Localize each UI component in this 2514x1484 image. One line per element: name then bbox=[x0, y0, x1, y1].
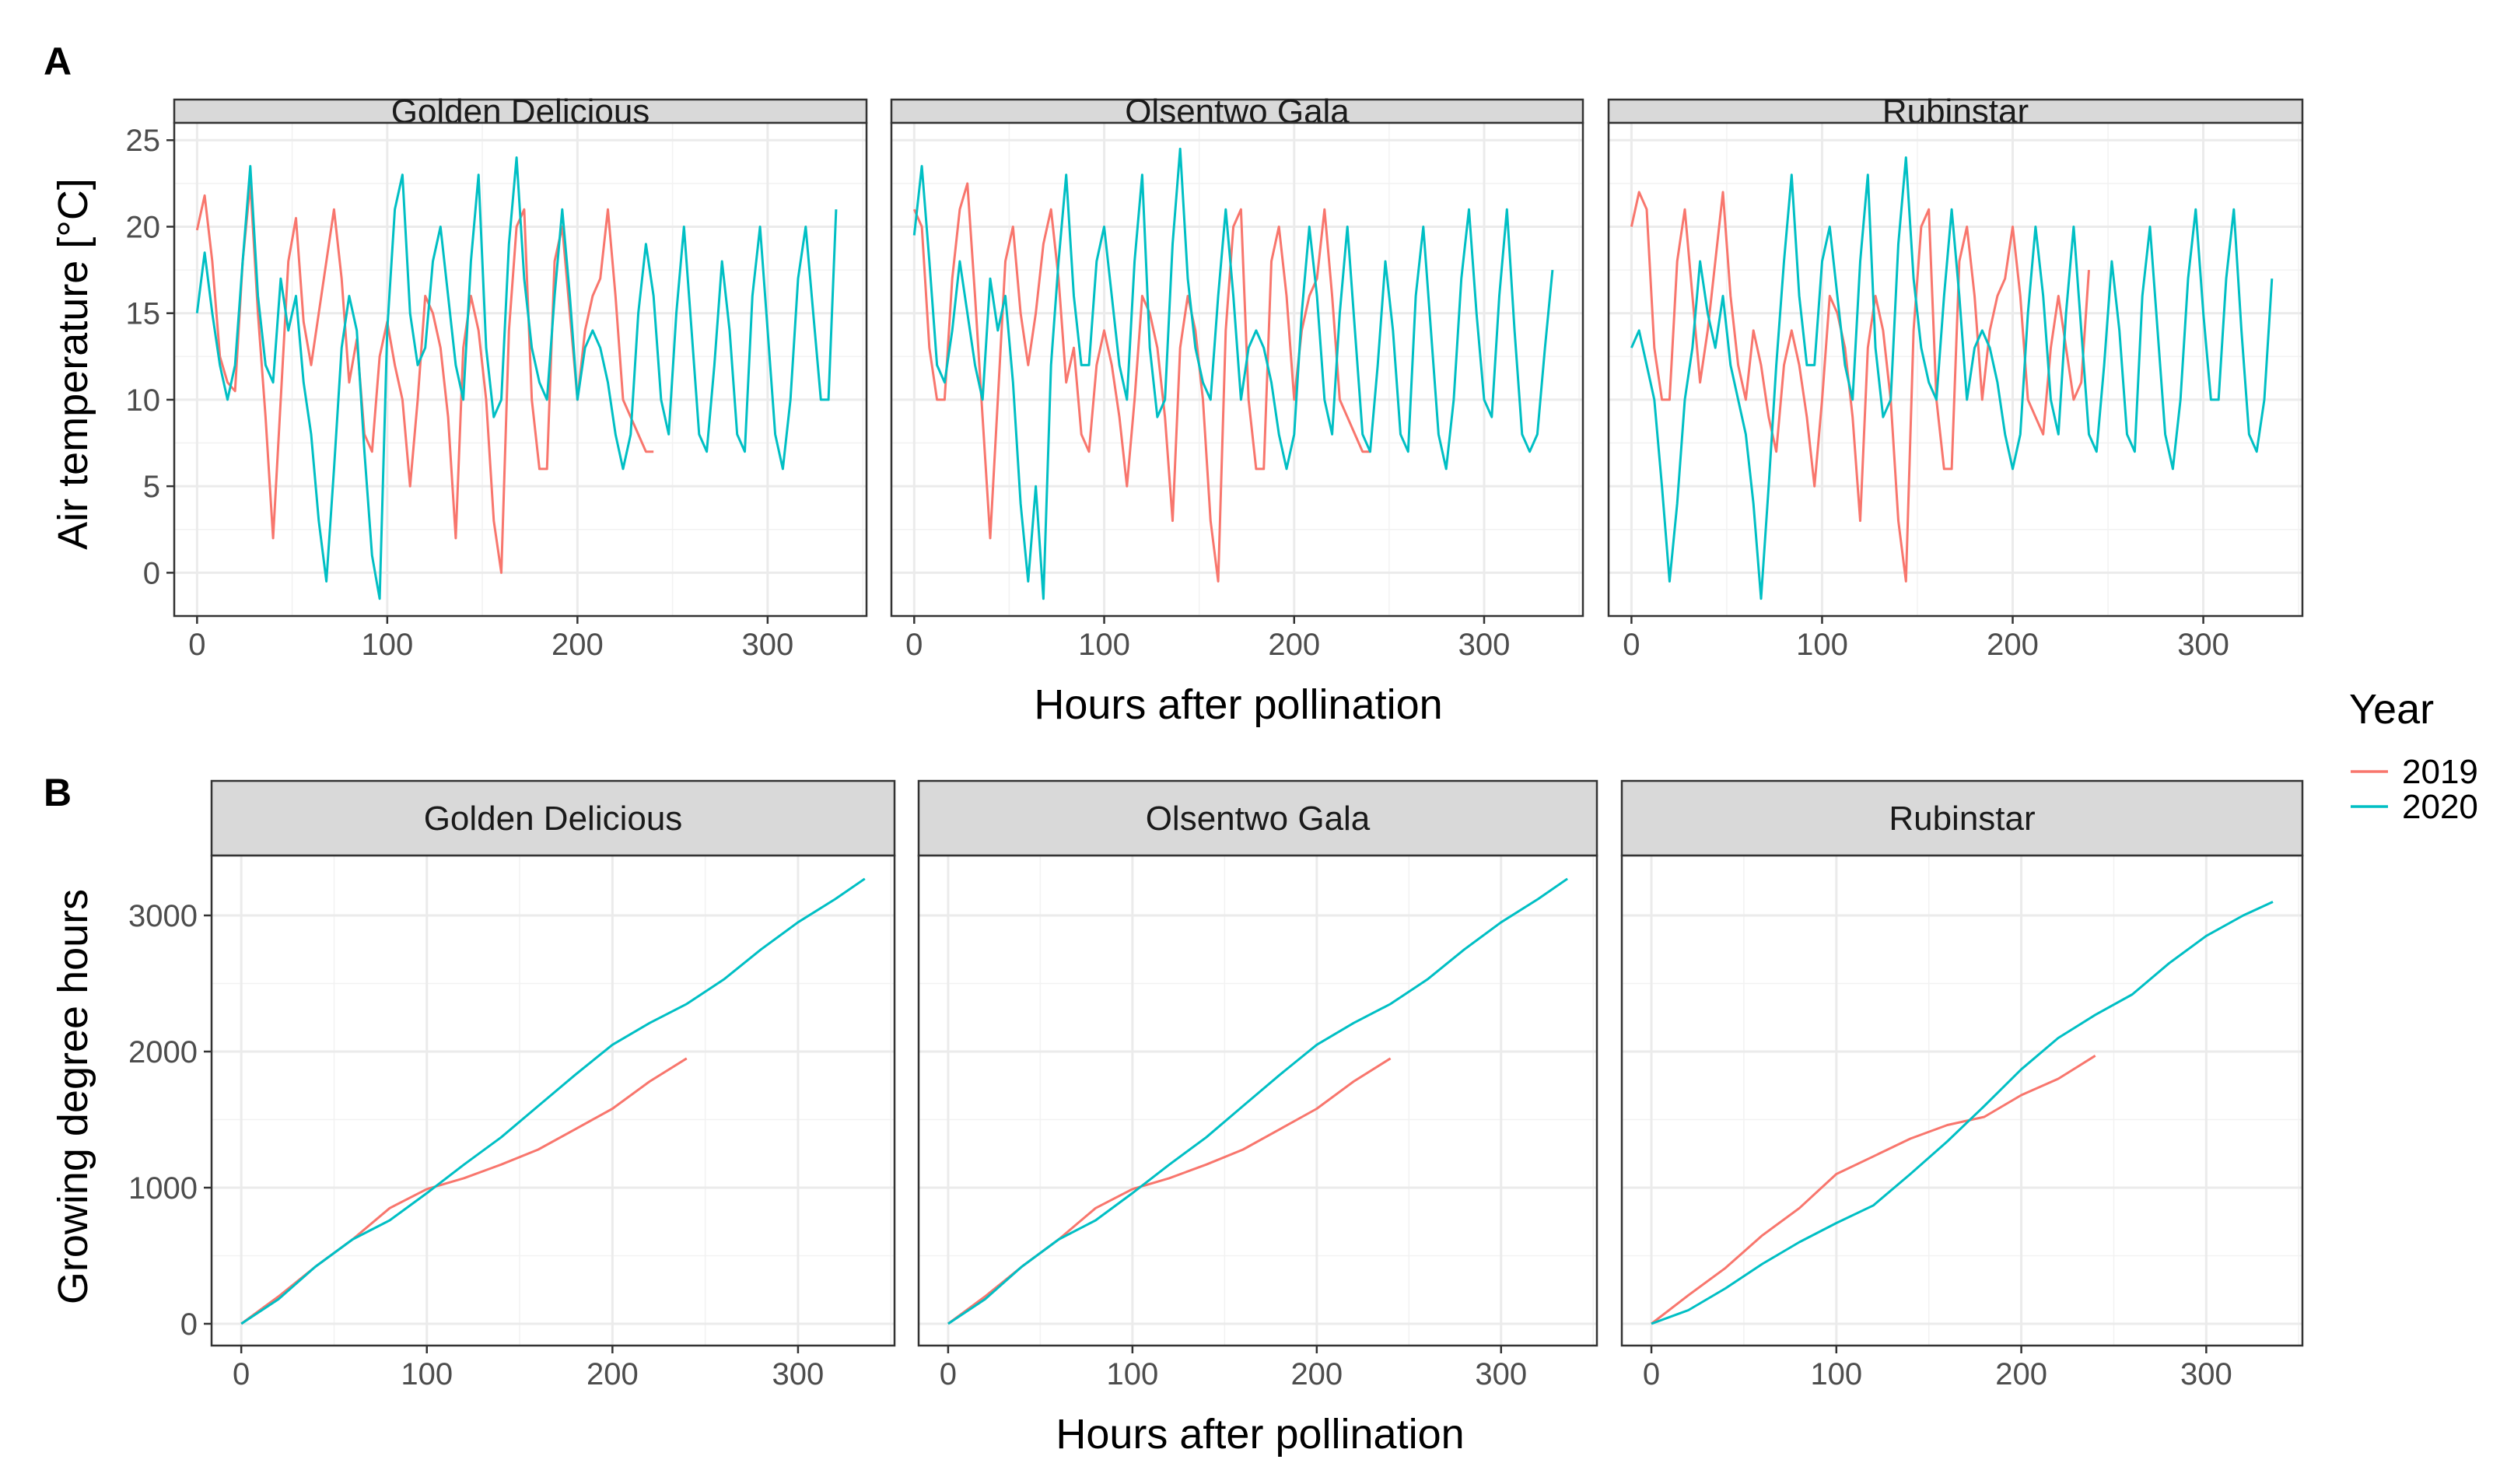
x-tick-label: 200 bbox=[1995, 1357, 2047, 1391]
panel-border-a-golden-delicious bbox=[173, 121, 868, 618]
x-tick-label: 100 bbox=[1106, 1357, 1158, 1391]
axis-title-x-a: Hours after pollination bbox=[1034, 681, 1442, 728]
y-tick-label: 0 bbox=[143, 556, 160, 590]
plot-area-b-rubinstar bbox=[1622, 856, 2302, 1346]
plot-area-a-olsentwo-gala bbox=[891, 123, 1583, 616]
series-line-b-golden-delicious-2020 bbox=[240, 877, 866, 1325]
axis-title-y-a: Air temperature [°C] bbox=[50, 178, 96, 550]
x-tick-label: 100 bbox=[401, 1357, 453, 1391]
x-tick-label: 0 bbox=[905, 628, 923, 662]
legend: Year 2019 2020 bbox=[2349, 686, 2478, 826]
y-tick-label: 2000 bbox=[128, 1035, 198, 1069]
x-tick-label: 0 bbox=[188, 628, 205, 662]
series-line-a-olsentwo-gala-2019 bbox=[912, 182, 1371, 583]
plot-area-b-olsentwo-gala bbox=[919, 856, 1597, 1346]
y-tick-label: 3000 bbox=[128, 899, 198, 933]
panel-border-b-olsentwo-gala bbox=[917, 854, 1598, 1347]
y-tick-label: 5 bbox=[143, 470, 160, 504]
legend-label-2019: 2019 bbox=[2402, 753, 2478, 791]
series-line-a-rubinstar-2019 bbox=[1630, 191, 2090, 583]
x-tick-label: 300 bbox=[772, 1357, 825, 1391]
strip-b-golden-delicious bbox=[210, 779, 896, 857]
x-tick-label: 200 bbox=[1987, 628, 2039, 662]
panel-border-b-golden-delicious bbox=[210, 854, 896, 1347]
panel-border-a-rubinstar bbox=[1607, 121, 2304, 618]
facet-b-olsentwo-gala: Olsentwo Gala 0 100 200 300 bbox=[917, 779, 1598, 1391]
series-line-a-golden-delicious-2020 bbox=[195, 156, 838, 600]
strip-label-b-golden-delicious: Golden Delicious bbox=[424, 800, 683, 838]
x-tick-label: 0 bbox=[1623, 628, 1640, 662]
x-tick-label: 200 bbox=[1268, 628, 1320, 662]
x-tick-label: 0 bbox=[1643, 1357, 1660, 1391]
x-tick-label: 0 bbox=[940, 1357, 957, 1391]
x-tick-label: 200 bbox=[586, 1357, 639, 1391]
strip-label-b-rubinstar: Rubinstar bbox=[1889, 800, 2035, 838]
y-tick-label: 20 bbox=[126, 210, 161, 244]
panel-border-b-rubinstar bbox=[1620, 854, 2304, 1347]
series-line-b-olsentwo-gala-2020 bbox=[947, 877, 1568, 1325]
x-tick-label: 200 bbox=[1290, 1357, 1343, 1391]
strip-a-rubinstar bbox=[1607, 98, 2304, 124]
x-tick-label: 200 bbox=[551, 628, 604, 662]
plot-area-a-golden-delicious bbox=[174, 123, 867, 616]
x-tick-label: 300 bbox=[1458, 628, 1511, 662]
x-tick-label: 0 bbox=[233, 1357, 250, 1391]
strip-b-rubinstar bbox=[1620, 779, 2304, 857]
x-tick-label: 300 bbox=[1475, 1357, 1527, 1391]
series-line-a-olsentwo-gala-2020 bbox=[912, 147, 1554, 600]
facet-b-rubinstar: Rubinstar 0 100 200 300 bbox=[1620, 779, 2304, 1391]
axis-title-x-b: Hours after pollination bbox=[1056, 1411, 1464, 1458]
x-tick-label: 100 bbox=[1078, 628, 1130, 662]
x-tick-label: 100 bbox=[1796, 628, 1848, 662]
strip-label-b-olsentwo-gala: Olsentwo Gala bbox=[1146, 800, 1371, 838]
x-tick-label: 100 bbox=[1810, 1357, 1862, 1391]
panel-border-a-olsentwo-gala bbox=[890, 121, 1584, 618]
axis-title-y-b: Growing degree hours bbox=[50, 889, 96, 1304]
legend-title: Year bbox=[2349, 686, 2434, 733]
legend-label-2020: 2020 bbox=[2402, 788, 2478, 826]
plot-area-b-golden-delicious bbox=[212, 856, 895, 1346]
y-tick-label: 1000 bbox=[128, 1171, 198, 1206]
panel-tag-a: A bbox=[44, 40, 72, 83]
y-tick-label: 25 bbox=[126, 124, 161, 158]
x-tick-label: 100 bbox=[361, 628, 413, 662]
series-line-b-rubinstar-2019 bbox=[1651, 1055, 2096, 1325]
x-tick-label: 300 bbox=[741, 628, 793, 662]
y-tick-label: 15 bbox=[126, 297, 161, 331]
panel-tag-b: B bbox=[44, 771, 72, 814]
x-tick-label: 300 bbox=[2180, 1357, 2232, 1391]
series-line-a-rubinstar-2020 bbox=[1630, 156, 2274, 600]
y-tick-label: 0 bbox=[180, 1307, 198, 1342]
x-tick-label: 300 bbox=[2177, 628, 2229, 662]
series-line-b-rubinstar-2020 bbox=[1651, 901, 2274, 1325]
y-tick-label: 10 bbox=[126, 383, 161, 418]
